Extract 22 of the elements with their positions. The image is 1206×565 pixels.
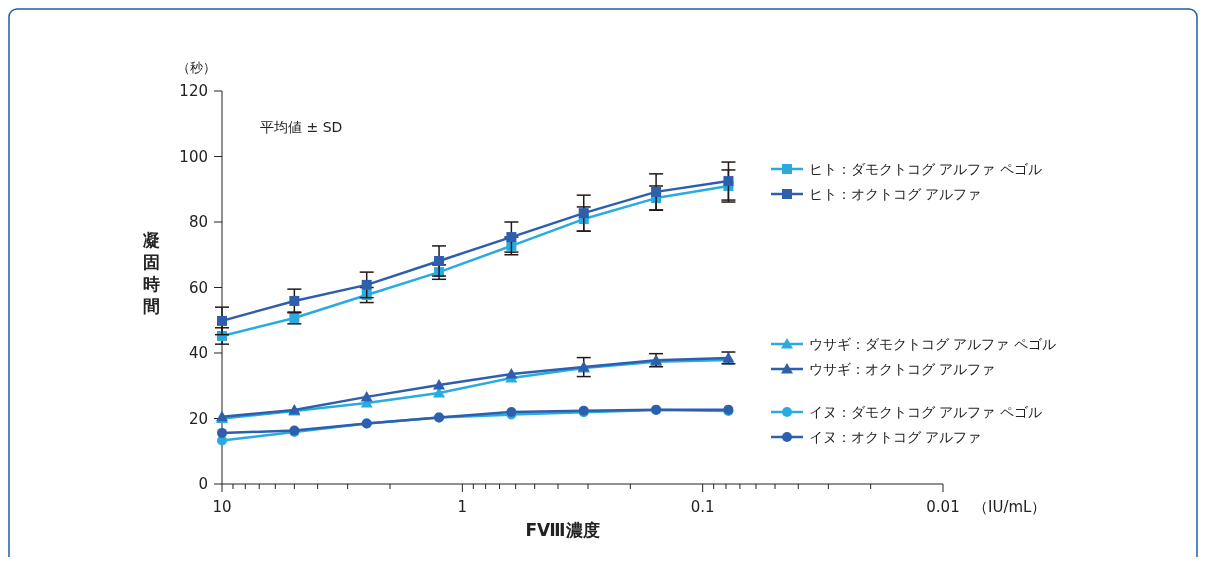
legend-label: ウサギ：オクトコグ アルファ	[809, 361, 996, 377]
y-tick-label: 120	[179, 82, 208, 100]
y-tick-label: 100	[179, 147, 208, 166]
legend-label: ヒト：ダモクトコグ アルファ ペゴル	[809, 161, 1042, 177]
x-tick-label: 0.01	[926, 498, 960, 516]
annotation: 平均値 ± SD	[260, 119, 343, 135]
legend-label: ウサギ：ダモクトコグ アルファ ペゴル	[809, 336, 1056, 352]
legend-label: イヌ：オクトコグ アルファ	[809, 429, 982, 445]
x-tick-label: 0.1	[690, 498, 715, 516]
text: （IU/mL）	[973, 498, 1047, 516]
x-tick-label: 10	[212, 498, 232, 516]
legend-label: イヌ：ダモクトコグ アルファ ペゴル	[809, 404, 1042, 420]
y-axis-title: 凝固時間	[142, 230, 160, 316]
y-tick-label: 40	[188, 344, 208, 362]
y-tick-label: 60	[188, 278, 208, 297]
legend-label: ヒト：オクトコグ アルファ	[809, 186, 982, 202]
y-tick-label: 0	[198, 475, 208, 493]
text: （秒）	[176, 60, 216, 75]
y-tick-label: 80	[188, 213, 208, 231]
x-axis-title: FⅧ濃度	[525, 520, 600, 540]
y-tick-label: 20	[188, 409, 208, 428]
x-tick-label: 1	[457, 498, 468, 516]
